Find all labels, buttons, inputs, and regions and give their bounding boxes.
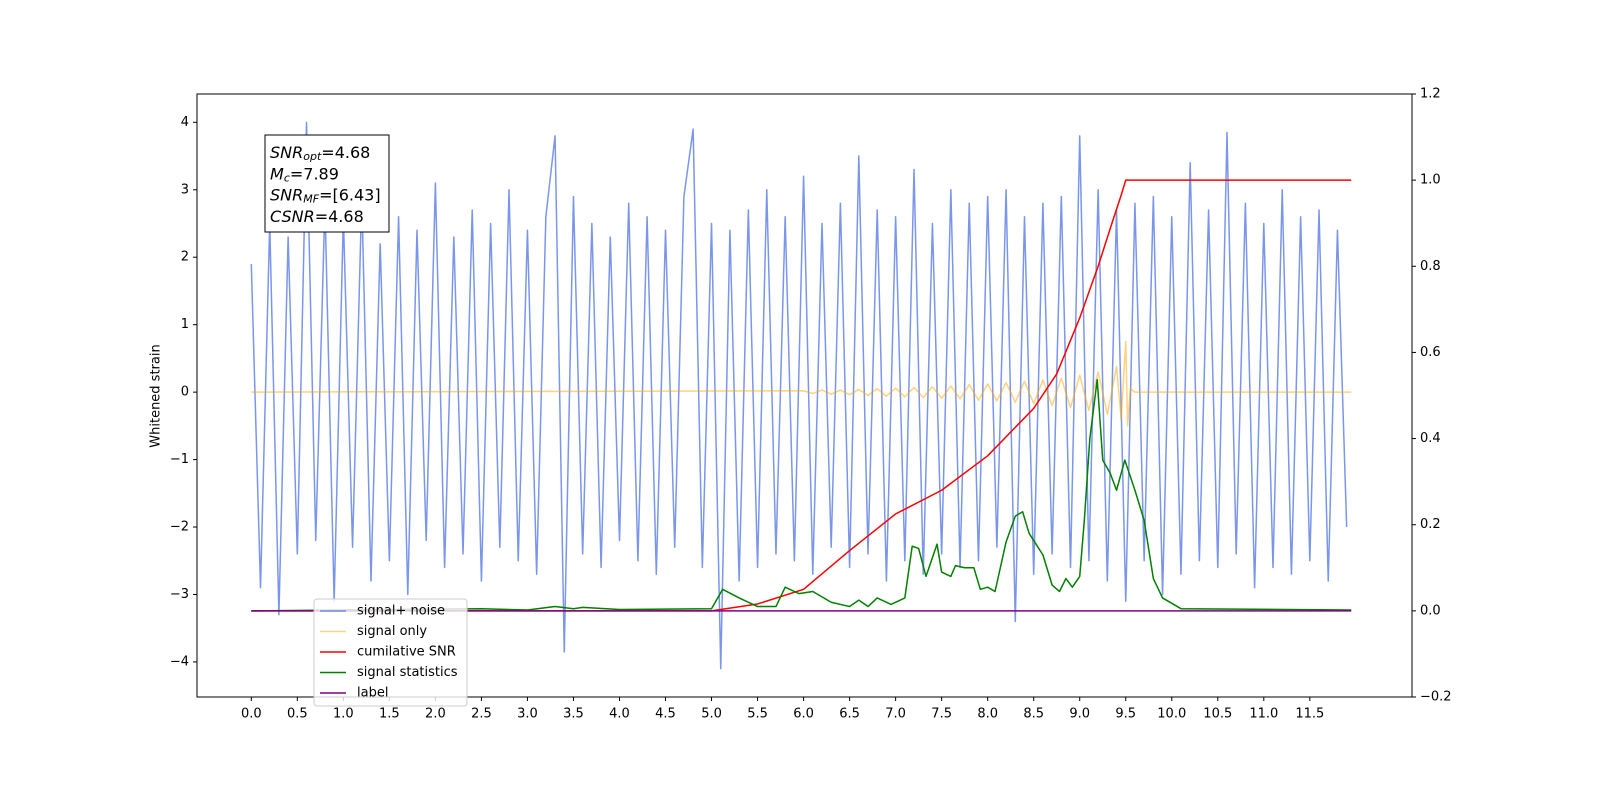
y-tick-label: 0: [181, 385, 189, 400]
annotation-value: =7.89: [290, 164, 339, 183]
x-tick-label: 3.0: [517, 707, 538, 722]
y-tick-label: −1: [170, 452, 189, 467]
x-tick-label: 0.0: [241, 707, 262, 722]
annotation-line: CSNR=4.68: [270, 206, 364, 225]
x-tick-label: 2.5: [471, 707, 492, 722]
axes-frame: [196, 93, 1413, 698]
legend-label: signal statistics: [357, 665, 458, 680]
x-tick-label: 1.5: [379, 707, 400, 722]
series-line: [251, 340, 1352, 427]
x-tick-label: 3.5: [563, 707, 584, 722]
x-tick-label: 10.0: [1157, 707, 1186, 722]
annotation-subscript: opt: [303, 150, 322, 163]
legend-label: signal only: [357, 624, 427, 639]
x-tick-label: 1.0: [333, 707, 354, 722]
annotation-line: Mc=7.89: [270, 164, 339, 185]
x-tick-label: 8.0: [977, 707, 998, 722]
x-tick-label: 10.5: [1203, 707, 1232, 722]
x-tick-label: 8.5: [1023, 707, 1044, 722]
x-tick-label: 6.5: [839, 707, 860, 722]
y-tick-label: 1: [181, 317, 189, 332]
x-tick-label: 7.5: [931, 707, 952, 722]
y2-tick-label: 1.0: [1420, 173, 1441, 188]
annotation-line: SNRopt=4.68: [270, 143, 370, 164]
x-tick-label: 11.5: [1295, 707, 1324, 722]
y2-tick-label: 0.6: [1420, 345, 1441, 360]
x-tick-label: 0.5: [287, 707, 308, 722]
y-tick-label: −3: [170, 587, 189, 602]
y-tick-label: 2: [181, 250, 189, 265]
y-tick-label: −4: [170, 654, 189, 669]
series-line: [251, 378, 1352, 612]
annotation-text: CSNR: [270, 206, 315, 225]
y-axis-label: Whitened strain: [149, 344, 164, 447]
legend-label: label: [357, 686, 388, 701]
plot-area: [250, 121, 1352, 670]
x-tick-label: 9.0: [1069, 707, 1090, 722]
x-tick-label: 4.0: [609, 707, 630, 722]
x-tick-label: 4.5: [655, 707, 676, 722]
y2-tick-label: 0.0: [1420, 603, 1441, 618]
annotation-box: [264, 134, 390, 233]
annotation-text: SNR: [270, 185, 303, 204]
x-tick-label: 9.5: [1115, 707, 1136, 722]
legend-label: cumilative SNR: [357, 645, 456, 660]
y-tick-label: −2: [170, 520, 189, 535]
x-tick-label: 6.0: [793, 707, 814, 722]
y-tick-label: 3: [181, 182, 189, 197]
y2-tick-label: 0.8: [1420, 259, 1441, 274]
y2-tick-label: −0.2: [1420, 690, 1452, 705]
y2-tick-label: 0.2: [1420, 517, 1441, 532]
annotation-value: =[6.43]: [319, 185, 381, 204]
annotation-line: SNRMF=[6.43]: [270, 185, 381, 206]
annotation-text: SNR: [270, 143, 303, 162]
annotation-subscript: c: [284, 171, 290, 184]
legend-box: [313, 598, 468, 707]
x-tick-label: 2.0: [425, 707, 446, 722]
y2-tick-label: 1.2: [1420, 87, 1441, 102]
annotation-text: M: [270, 164, 284, 183]
x-tick-label: 7.0: [885, 707, 906, 722]
annotation-subscript: MF: [303, 193, 319, 206]
x-tick-label: 5.0: [701, 707, 722, 722]
x-tick-label: 5.5: [747, 707, 768, 722]
x-tick-label: 11.0: [1249, 707, 1278, 722]
annotation-value: =4.68: [321, 143, 370, 162]
y-tick-label: 4: [181, 115, 189, 130]
annotation-value: =4.68: [315, 206, 364, 225]
y2-tick-label: 0.4: [1420, 431, 1441, 446]
legend-label: signal+ noise: [357, 604, 445, 619]
series-line: [250, 121, 1348, 670]
